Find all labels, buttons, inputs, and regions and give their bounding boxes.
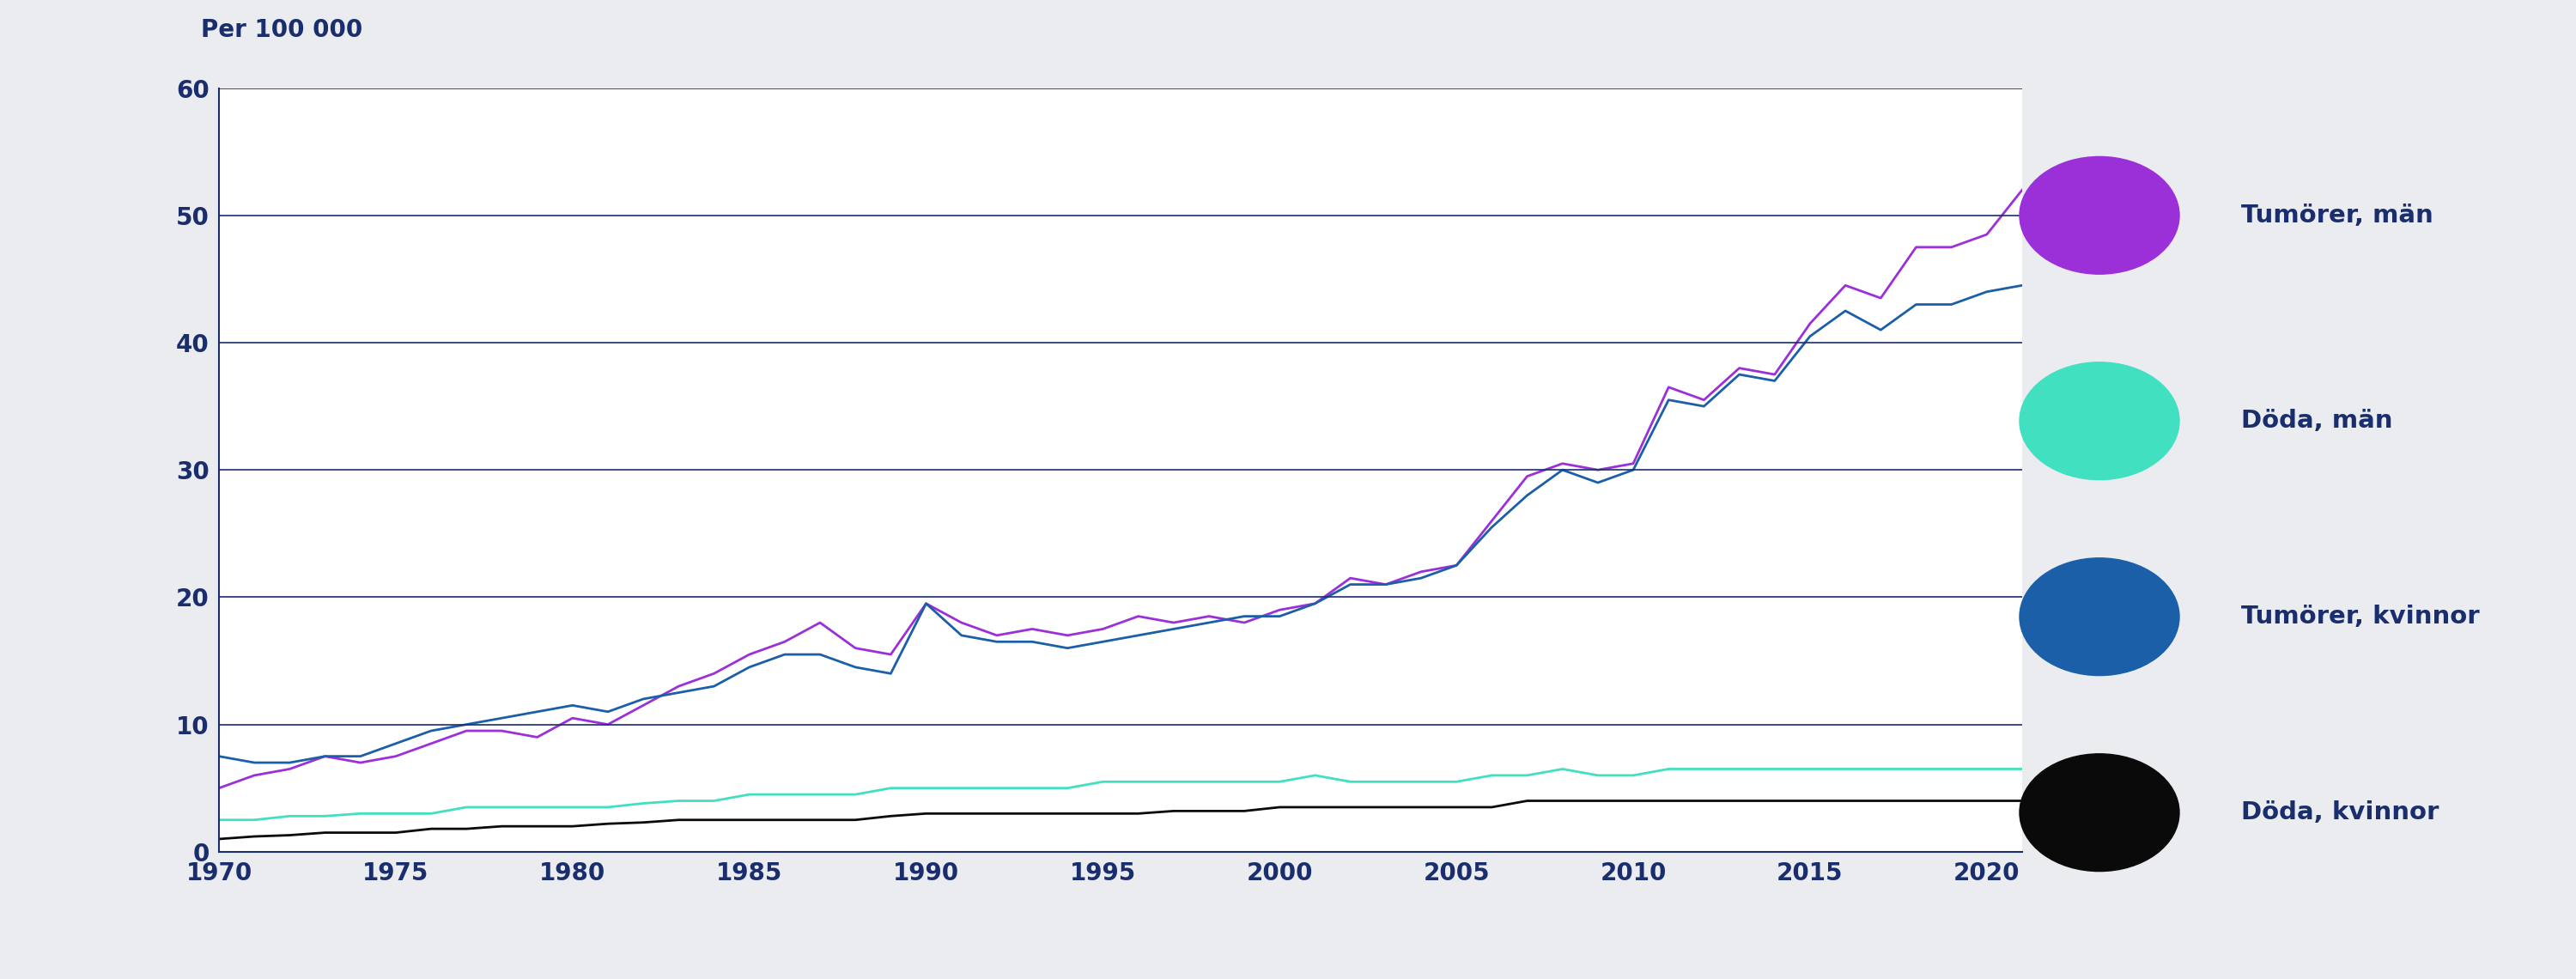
Text: Tumörer, kvinnor: Tumörer, kvinnor bbox=[2241, 605, 2481, 629]
Text: Döda, kvinnor: Döda, kvinnor bbox=[2241, 801, 2439, 824]
Text: Per 100 000: Per 100 000 bbox=[201, 19, 363, 42]
Text: Tumörer, män: Tumörer, män bbox=[2241, 204, 2434, 227]
Text: Döda, män: Döda, män bbox=[2241, 409, 2393, 433]
